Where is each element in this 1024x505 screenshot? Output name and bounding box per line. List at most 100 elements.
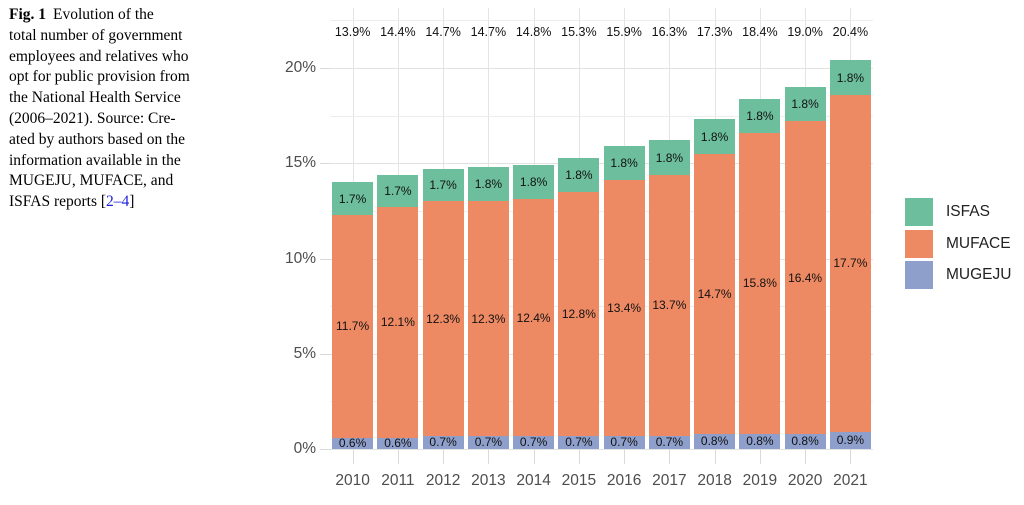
citation-link[interactable]: 2–4 xyxy=(106,193,130,211)
total-label: 14.7% xyxy=(470,25,507,39)
x-axis-tick xyxy=(669,450,671,464)
legend-swatch-mugeju xyxy=(905,261,933,289)
bar-segment-label: 12.3% xyxy=(471,311,506,326)
bar-segment-label: 1.8% xyxy=(610,156,638,171)
legend-label: ISFAS xyxy=(946,203,990,220)
bar-segment-muface xyxy=(332,214,374,438)
bar-segment-label: 17.7% xyxy=(833,256,868,271)
gridline-minor xyxy=(330,306,873,308)
bar-segment-label: 0.7% xyxy=(565,435,593,450)
bar-segment-mugeju xyxy=(513,435,555,449)
y-axis-label: 0% xyxy=(293,440,316,457)
x-axis-label: 2018 xyxy=(697,472,732,489)
y-axis-tick xyxy=(320,163,331,165)
gridline-minor xyxy=(330,115,873,117)
bar-segment-label: 12.8% xyxy=(561,306,596,321)
bar-segment-isfas xyxy=(603,146,645,181)
bar-segment-muface xyxy=(467,201,509,436)
total-label: 14.8% xyxy=(515,25,552,39)
y-axis-tick xyxy=(320,449,331,450)
x-axis-tick xyxy=(805,450,807,464)
x-axis-tick xyxy=(352,450,354,464)
x-axis-tick xyxy=(578,450,580,464)
bar-segment-label: 12.3% xyxy=(426,311,461,326)
bar-segment-label: 12.1% xyxy=(380,315,415,330)
total-label: 17.3% xyxy=(696,25,733,39)
x-axis-tick xyxy=(624,450,626,464)
caption-text: Evolution of the total number of governm… xyxy=(9,6,190,211)
bar-segment-isfas xyxy=(422,169,464,202)
bar-segment-label: 1.8% xyxy=(565,167,593,182)
bar-segment-muface xyxy=(739,132,781,434)
legend-item: MUGEJU xyxy=(905,261,1011,289)
bar-segment-isfas xyxy=(377,174,419,208)
bar-segment-isfas xyxy=(648,140,690,175)
x-axis-label: 2019 xyxy=(742,472,778,489)
total-label: 19.0% xyxy=(787,25,823,39)
total-label: 16.3% xyxy=(651,25,688,39)
bar-segment-muface xyxy=(829,94,871,432)
caption-bracket-close: ] xyxy=(129,193,135,211)
bar-segment-label: 0.7% xyxy=(610,435,638,450)
bar-segment-mugeju xyxy=(694,433,736,449)
bar-segment-label: 0.8% xyxy=(746,434,774,449)
bar-segment-label: 1.8% xyxy=(474,177,503,192)
figure-caption: Fig. 1 Evolution of the total number of g… xyxy=(9,5,251,213)
bar-segment-muface xyxy=(377,207,419,438)
gridline-major xyxy=(330,353,873,355)
y-axis-tick xyxy=(320,68,331,69)
x-axis-label: 2014 xyxy=(516,472,551,489)
bar-segment-label: 16.4% xyxy=(788,270,823,285)
x-axis-label: 2020 xyxy=(787,472,823,489)
x-axis-tick xyxy=(759,450,761,464)
bar-segment-mugeju xyxy=(784,433,826,449)
bar-segment-label: 1.8% xyxy=(700,129,729,144)
bar-segment-label: 13.4% xyxy=(607,301,642,315)
bar-segment-isfas xyxy=(513,165,555,200)
bar-segment-label: 1.8% xyxy=(836,70,865,85)
bar-segment-mugeju xyxy=(648,435,690,449)
bar-segment-label: 15.8% xyxy=(742,276,777,291)
total-label: 15.3% xyxy=(561,25,597,39)
gridline-major xyxy=(330,163,873,165)
bar-segment-label: 0.7% xyxy=(474,435,503,450)
x-axis-label: 2021 xyxy=(833,472,868,489)
total-label: 14.7% xyxy=(425,25,461,39)
bar-segment-label: 0.7% xyxy=(519,435,548,450)
legend-label: MUFACE xyxy=(946,234,1011,252)
x-axis-tick xyxy=(533,450,535,464)
y-axis-tick xyxy=(320,353,331,355)
bar-segment-muface xyxy=(784,121,826,434)
bar-segment-muface xyxy=(558,191,600,436)
bar-segment-mugeju xyxy=(467,435,509,449)
bar-segment-label: 1.8% xyxy=(519,175,548,190)
bar-segment-label: 1.8% xyxy=(746,108,774,123)
bar-segment-mugeju xyxy=(422,435,464,449)
total-label: 14.4% xyxy=(380,25,416,39)
bar-segment-label: 0.8% xyxy=(791,434,819,449)
bar-segment-label: 0.7% xyxy=(429,435,457,450)
x-axis-tick xyxy=(714,450,716,464)
bar-segment-mugeju xyxy=(829,431,871,449)
bar-segment-isfas xyxy=(332,182,374,215)
bar-segment-label: 0.6% xyxy=(384,436,412,451)
bar-segment-isfas xyxy=(784,87,826,122)
legend-swatch-muface xyxy=(905,229,933,258)
bar-segment-muface xyxy=(422,201,464,436)
x-axis-label: 2013 xyxy=(471,472,506,489)
bar-segment-isfas xyxy=(558,157,600,192)
bar-segment-mugeju xyxy=(739,433,781,449)
x-axis-label: 2015 xyxy=(561,472,597,489)
bar-segment-isfas xyxy=(829,60,871,95)
caption-bracket-open: [ xyxy=(100,193,107,211)
gridline-minor xyxy=(330,210,873,212)
y-axis-tick xyxy=(320,258,331,260)
bar-segment-label: 1.8% xyxy=(791,97,819,112)
bar-segment-label: 12.4% xyxy=(516,310,551,325)
bar-segment-label: 11.7% xyxy=(336,319,370,334)
legend-swatch-isfas xyxy=(905,198,933,226)
bar-segment-label: 0.8% xyxy=(700,434,729,449)
x-axis-tick xyxy=(850,450,852,464)
total-label: 18.4% xyxy=(742,25,778,39)
x-axis-label: 2011 xyxy=(381,472,415,489)
